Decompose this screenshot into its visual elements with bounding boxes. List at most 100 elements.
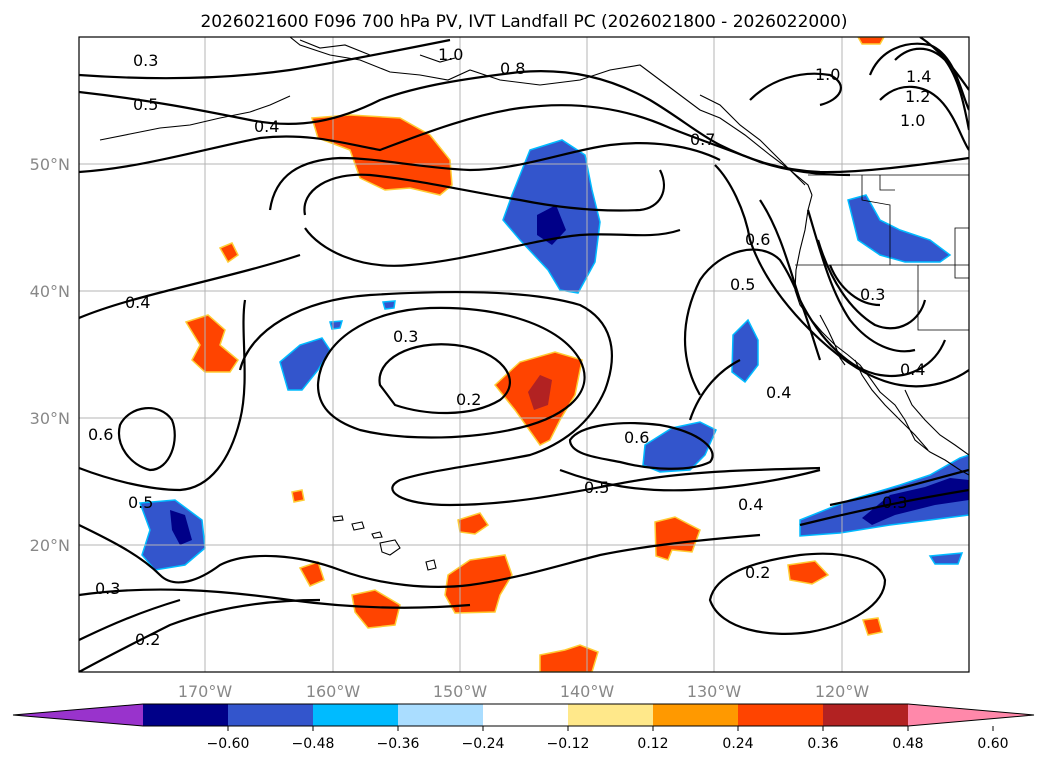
lon-label: 130°W bbox=[687, 682, 742, 701]
colorbar-segment bbox=[738, 704, 824, 726]
contour-label: 0.6 bbox=[624, 428, 649, 447]
colorbar-tick-label: 0.48 bbox=[892, 736, 923, 752]
contour-gulf-low bbox=[303, 169, 666, 216]
colorbar-tick-label: −0.48 bbox=[292, 736, 335, 752]
contour-label: 1.0 bbox=[900, 111, 925, 130]
contour-trough-2 bbox=[79, 253, 301, 320]
contour-label: 0.6 bbox=[745, 230, 770, 249]
lon-label: 150°W bbox=[433, 682, 488, 701]
contour-label: 0.7 bbox=[690, 130, 715, 149]
contour-label: 0.5 bbox=[730, 275, 755, 294]
contour-label: 0.4 bbox=[125, 293, 150, 312]
contour-label: 0.2 bbox=[135, 630, 160, 649]
contour-east-1 bbox=[568, 422, 714, 470]
colorbar-tick-label: −0.60 bbox=[207, 736, 250, 752]
contour-label: 1.0 bbox=[815, 65, 840, 84]
contour-label: 1.2 bbox=[905, 87, 930, 106]
colorbar-tick-label: −0.36 bbox=[377, 736, 420, 752]
contour-east-8 bbox=[816, 239, 927, 330]
contour-ne-1 bbox=[919, 37, 969, 91]
mexico-coast bbox=[904, 389, 969, 456]
ivt-positive-south-8 bbox=[862, 617, 883, 636]
ivt-positive-south-6 bbox=[787, 560, 830, 585]
contour-label: 1.0 bbox=[438, 45, 463, 64]
hawaii-1 bbox=[379, 539, 401, 556]
colorbar-segment bbox=[823, 704, 909, 726]
state-borders bbox=[795, 175, 969, 331]
colorbar-extend-max bbox=[908, 704, 1034, 726]
colorbar-tick-label: −0.12 bbox=[547, 736, 590, 752]
ivt-positive-south-5 bbox=[654, 516, 701, 561]
map-title: 2026021600 F096 700 hPa PV, IVT Landfall… bbox=[200, 12, 847, 32]
alaska-coast bbox=[289, 37, 813, 196]
colorbar-extend-min bbox=[13, 704, 143, 726]
contour-pnw-4 bbox=[879, 85, 969, 151]
west-coast-us bbox=[794, 194, 969, 476]
ivt-positive-region-gulf-alaska bbox=[311, 114, 453, 196]
lat-label: 50°N bbox=[30, 155, 70, 174]
contour-west-2 bbox=[79, 524, 761, 588]
contour-south-3 bbox=[79, 598, 181, 641]
ivt-positive-small-2 bbox=[291, 489, 305, 503]
colorbar-tick-label: 0.36 bbox=[807, 736, 838, 752]
contour-east-loop bbox=[708, 552, 887, 635]
colorbar-segment bbox=[653, 704, 739, 726]
contour-east-4 bbox=[683, 248, 822, 396]
contour-west-1 bbox=[79, 299, 247, 492]
lon-label: 160°W bbox=[306, 682, 361, 701]
lon-label: 140°W bbox=[560, 682, 615, 701]
ivt-negative-core-north bbox=[537, 205, 566, 245]
contour-label: 0.3 bbox=[133, 51, 158, 70]
contour-label: 0.4 bbox=[254, 117, 279, 136]
contour-label: 0.4 bbox=[766, 383, 791, 402]
ivt-positive-south-2 bbox=[351, 589, 401, 629]
contour-label: 0.3 bbox=[393, 327, 418, 346]
contour-east-2 bbox=[559, 468, 821, 492]
colorbar-tick-label: 0.24 bbox=[722, 736, 753, 752]
ivt-negative-core-ar bbox=[862, 478, 969, 525]
contour-north-1 bbox=[79, 38, 451, 80]
contour-labels: 0.3 0.5 0.4 1.0 0.8 0.7 1.0 1.4 1.2 1.0 … bbox=[88, 45, 931, 649]
colorbar-tick-label: −0.24 bbox=[462, 736, 505, 752]
ivt-negative-core-west bbox=[170, 510, 192, 545]
colorbar-segment bbox=[568, 704, 654, 726]
map-frame bbox=[78, 36, 970, 673]
contour-label: 0.2 bbox=[745, 563, 770, 582]
contour-label: 0.3 bbox=[882, 493, 907, 512]
contour-east-9 bbox=[828, 264, 881, 307]
alaska-islands bbox=[299, 39, 456, 63]
contour-label: 0.4 bbox=[738, 495, 763, 514]
pv-contours bbox=[79, 37, 969, 672]
contour-ar-1 bbox=[799, 488, 969, 527]
contour-trough-1 bbox=[304, 227, 681, 267]
contour-label: 0.4 bbox=[900, 360, 925, 379]
contour-ar-2 bbox=[829, 468, 969, 507]
ivt-positive-south-7 bbox=[539, 644, 599, 672]
contour-label: 0.5 bbox=[133, 95, 158, 114]
contour-label: 0.5 bbox=[584, 478, 609, 497]
hawaii-2 bbox=[351, 521, 365, 531]
colorbar-segment bbox=[398, 704, 484, 726]
ivt-negative-region-west bbox=[138, 499, 206, 571]
colorbar-outline bbox=[12, 703, 1035, 727]
colorbar-segment bbox=[143, 704, 229, 726]
ivt-positive-top bbox=[857, 37, 885, 45]
contour-label: 0.5 bbox=[128, 493, 153, 512]
lat-label: 30°N bbox=[30, 409, 70, 428]
contour-east-6 bbox=[759, 199, 947, 378]
contour-east-5 bbox=[714, 164, 969, 388]
contour-north-2 bbox=[79, 70, 969, 174]
lat-label: 20°N bbox=[30, 536, 70, 555]
contour-label: 0.8 bbox=[500, 59, 525, 78]
map-area: 0.3 0.5 0.4 1.0 0.8 0.7 1.0 1.4 1.2 1.0 … bbox=[79, 37, 969, 672]
hawaii-4 bbox=[425, 559, 437, 571]
contour-low-outer bbox=[238, 290, 821, 507]
contour-pnw-1 bbox=[749, 72, 842, 107]
contour-low-mid bbox=[316, 306, 586, 439]
ivt-negative-small-2 bbox=[329, 320, 344, 330]
longitude-labels: 170°W 160°W 150°W 140°W 130°W 120°W bbox=[178, 682, 870, 701]
contour-label: 1.4 bbox=[906, 67, 931, 86]
contour-mid-ridge bbox=[268, 142, 721, 211]
colorbar-segment bbox=[228, 704, 314, 726]
